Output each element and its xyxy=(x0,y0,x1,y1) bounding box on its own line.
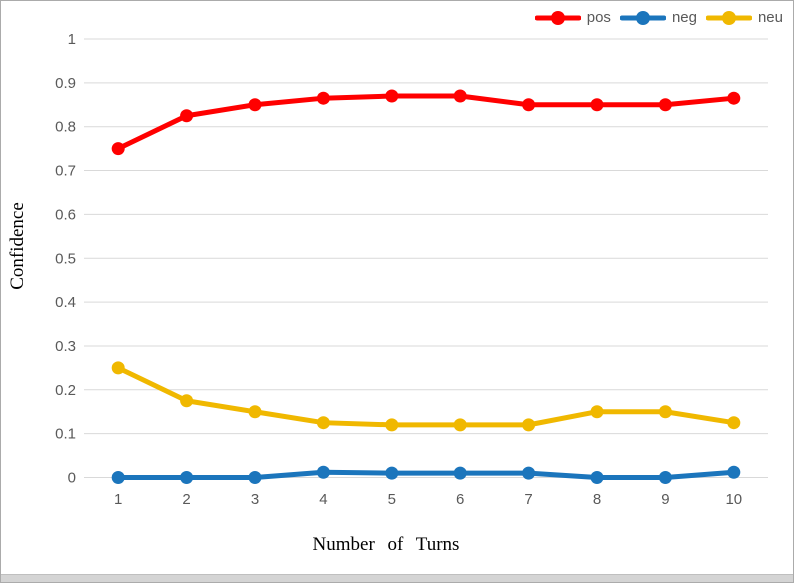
data-point-pos xyxy=(453,89,467,103)
x-tick-label: 8 xyxy=(593,491,601,508)
data-point-pos xyxy=(180,109,194,123)
y-tick-label: 0.2 xyxy=(55,382,76,399)
data-point-pos xyxy=(590,98,604,112)
data-point-pos xyxy=(111,142,125,156)
y-axis-title: Confidence xyxy=(7,202,28,290)
data-point-neg xyxy=(316,465,330,479)
data-point-neg xyxy=(727,465,741,479)
data-point-neg xyxy=(385,466,399,480)
legend-label-neg: neg xyxy=(671,9,697,26)
y-tick-label: 0.5 xyxy=(55,250,76,267)
data-point-neu xyxy=(385,418,399,432)
x-axis-title: Number of Turns xyxy=(312,534,460,555)
data-point-neu xyxy=(453,418,467,432)
y-tick-label: 0.6 xyxy=(55,206,76,223)
legend-label-pos: pos xyxy=(586,9,611,26)
legend-marker-neg xyxy=(619,10,666,25)
data-point-neg xyxy=(453,466,467,480)
x-tick-label: 5 xyxy=(388,491,396,508)
data-point-neg xyxy=(180,471,194,484)
x-tick-label: 9 xyxy=(661,491,669,508)
y-tick-label: 0.9 xyxy=(55,75,76,92)
y-tick-label: 0.7 xyxy=(55,163,76,180)
legend-label-neu: neu xyxy=(757,9,783,26)
y-tick-label: 0.4 xyxy=(55,294,76,311)
legend: pos neg neu xyxy=(534,9,783,26)
data-point-neu xyxy=(316,416,330,430)
legend-marker-neu xyxy=(705,10,752,25)
data-point-neu xyxy=(522,418,536,432)
series-line-neu xyxy=(115,365,737,428)
x-tick-label: 7 xyxy=(524,491,532,508)
x-tick-label: 6 xyxy=(456,491,464,508)
data-point-pos xyxy=(385,89,399,103)
data-point-neu xyxy=(111,361,125,375)
data-point-neg xyxy=(522,466,536,480)
data-point-neg xyxy=(658,471,672,484)
y-tick-label: 0.3 xyxy=(55,338,76,355)
data-point-neg xyxy=(248,471,262,484)
data-point-neu xyxy=(658,405,672,419)
x-tick-label: 10 xyxy=(725,491,742,508)
data-point-neg xyxy=(590,471,604,484)
x-tick-label: 3 xyxy=(251,491,259,508)
data-point-neg xyxy=(111,471,125,484)
series-line-neg xyxy=(115,469,737,480)
data-point-neu xyxy=(248,405,262,419)
data-point-neu xyxy=(727,416,741,430)
data-point-pos xyxy=(316,91,330,105)
y-tick-label: 0.8 xyxy=(55,119,76,136)
legend-marker-pos xyxy=(534,10,581,25)
x-tick-label: 1 xyxy=(114,491,122,508)
legend-item-pos: pos xyxy=(534,9,611,26)
y-tick-label: 0 xyxy=(68,470,76,487)
legend-item-neg: neg xyxy=(619,9,697,26)
data-point-neu xyxy=(180,394,194,408)
y-tick-label: 1 xyxy=(68,31,76,48)
window-bottom-edge xyxy=(1,574,793,582)
data-point-pos xyxy=(522,98,536,112)
x-tick-label: 2 xyxy=(182,491,190,508)
data-point-pos xyxy=(658,98,672,112)
data-point-pos xyxy=(248,98,262,112)
series-line-pos xyxy=(115,93,737,152)
y-tick-label: 0.1 xyxy=(55,426,76,443)
data-point-neu xyxy=(590,405,604,419)
data-point-pos xyxy=(727,91,741,105)
x-tick-label: 4 xyxy=(319,491,327,508)
legend-item-neu: neu xyxy=(705,9,783,26)
